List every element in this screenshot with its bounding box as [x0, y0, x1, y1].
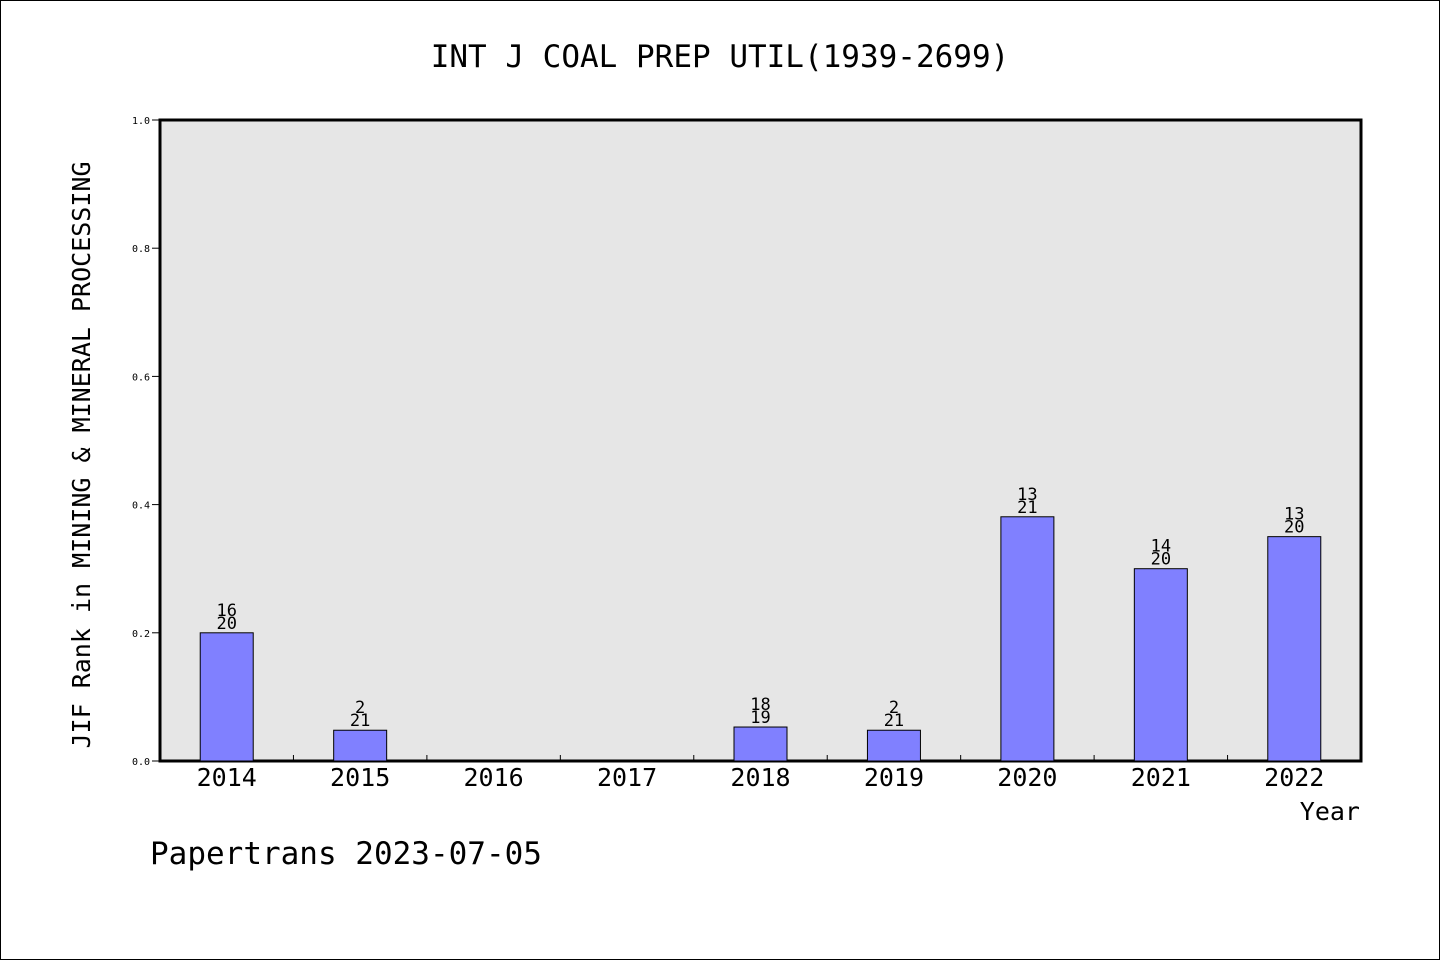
- bar-rank-label: 13: [1284, 505, 1304, 525]
- bar-2022: [1267, 536, 1322, 762]
- bar-2015: [333, 729, 388, 762]
- x-tick-label: 2015: [330, 763, 390, 792]
- x-tick-label: 2018: [730, 763, 790, 792]
- x-tick-label: 2020: [997, 763, 1057, 792]
- bar-rank-label: 14: [1151, 537, 1171, 557]
- x-tick-label: 2016: [464, 763, 524, 792]
- bar-total-label: 19: [750, 708, 770, 728]
- y-tick-label: 0.6: [132, 372, 150, 383]
- bar-rank-label: 18: [750, 695, 770, 715]
- y-tick-label: 0.0: [132, 757, 150, 768]
- bar-series: [199, 516, 1322, 762]
- bar-rank-label: 16: [216, 601, 236, 621]
- bar-rank-label: 13: [1017, 485, 1037, 505]
- x-tick-label: 2014: [197, 763, 257, 792]
- y-tick-label: 0.2: [132, 629, 150, 640]
- bar-total-label: 21: [350, 711, 370, 731]
- bar-2014: [199, 632, 254, 762]
- bar-total-label: 20: [216, 614, 236, 634]
- x-axis: 2014 2015 2016 2017 2018 2019 2020 2021 2022: [197, 755, 1324, 792]
- bar-rank-label: 2: [889, 698, 899, 718]
- chart-title: INT J COAL PREP UTIL(1939-2699): [431, 39, 1010, 75]
- y-axis-label: JIF Rank in MINING & MINERAL PROCESSING: [67, 162, 96, 749]
- bar-total-label: 20: [1151, 550, 1171, 570]
- bar-total-label: 21: [884, 711, 904, 731]
- y-tick-label: 1.0: [132, 116, 150, 127]
- footer-text: Papertrans 2023-07-05: [150, 836, 542, 872]
- bar-2019: [866, 729, 921, 762]
- x-tick-label: 2019: [864, 763, 924, 792]
- bar-total-label: 21: [1017, 498, 1037, 518]
- bar-total-label: 20: [1284, 518, 1304, 538]
- y-tick-label: 0.8: [132, 244, 150, 255]
- y-axis: 0.0 0.2 0.4 0.6 0.8 1.0: [132, 116, 160, 768]
- y-tick-label: 0.4: [132, 501, 150, 512]
- bar-2021: [1133, 568, 1188, 762]
- bar-2018: [733, 726, 788, 762]
- x-tick-label: 2017: [597, 763, 657, 792]
- x-axis-label: Year: [1300, 797, 1360, 826]
- bar-2020: [1000, 516, 1055, 762]
- bar-rank-label: 2: [355, 698, 365, 718]
- x-tick-label: 2021: [1131, 763, 1191, 792]
- x-tick-label: 2022: [1264, 763, 1324, 792]
